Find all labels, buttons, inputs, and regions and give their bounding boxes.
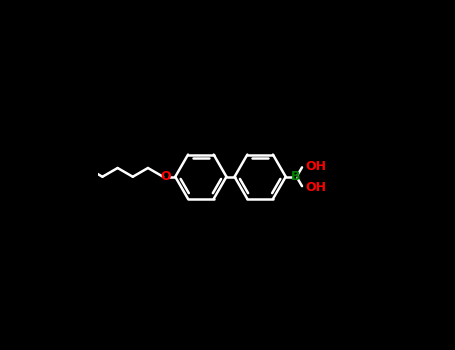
Text: O: O [161, 170, 171, 183]
Text: OH: OH [305, 160, 327, 173]
Text: B: B [290, 170, 300, 183]
Text: OH: OH [305, 181, 327, 194]
